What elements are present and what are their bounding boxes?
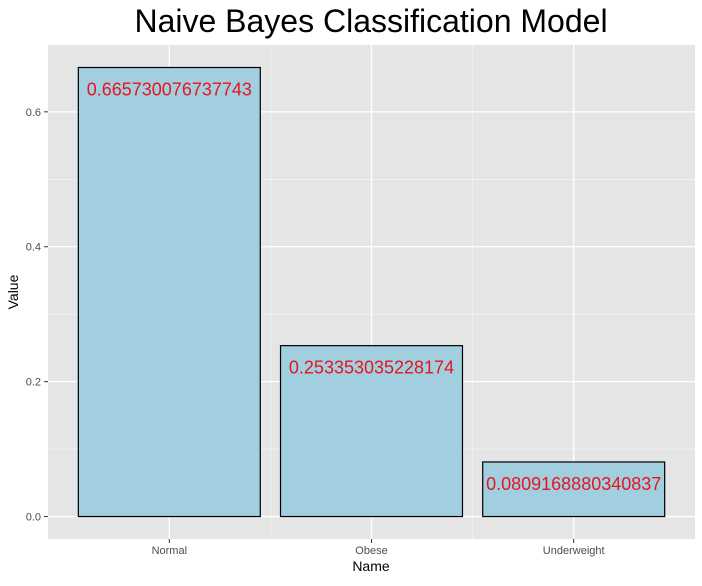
y-axis: 0.0 0.2 0.4 0.6 (26, 107, 48, 524)
chart-title: Naive Bayes Classification Model (134, 3, 607, 39)
bar-underweight (482, 461, 666, 518)
y-tick-label: 0.6 (26, 107, 41, 119)
bar-obese (279, 345, 464, 518)
x-axis: Normal Obese Underweight (152, 539, 605, 557)
x-tick-label: Normal (152, 545, 187, 557)
y-tick-label: 0.2 (26, 377, 41, 389)
data-label-obese: 0.253353035228174 (289, 358, 454, 378)
data-label-normal: 0.665730076737743 (87, 80, 252, 100)
bars (77, 66, 666, 518)
x-axis-title: Name (352, 558, 390, 574)
bar-normal (77, 66, 261, 518)
x-tick-label: Obese (355, 545, 387, 557)
y-axis-title: Value (5, 274, 21, 309)
bar-data-labels: 0.665730076737743 0.253353035228174 0.0809… (87, 80, 662, 494)
y-tick-label: 0.0 (26, 512, 41, 524)
data-label-underweight: 0.0809168880340837 (486, 474, 661, 494)
y-tick-label: 0.4 (26, 242, 41, 254)
x-tick-label: Underweight (543, 545, 605, 557)
